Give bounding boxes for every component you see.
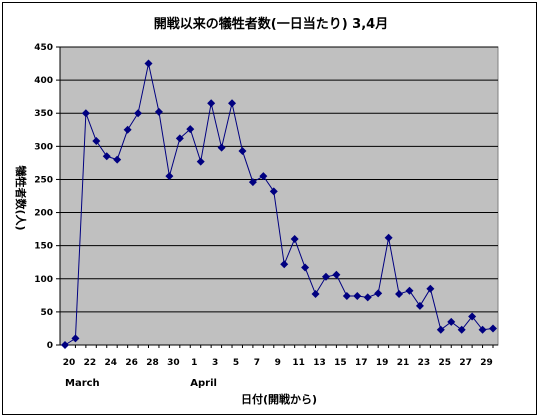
x-tick-label: 20	[63, 358, 76, 368]
data-point	[374, 289, 383, 298]
x-tick-label: 24	[104, 358, 117, 368]
data-point	[447, 317, 456, 326]
data-point	[113, 155, 122, 164]
y-tick-label: 200	[34, 209, 53, 219]
x-tick-label: 30	[167, 358, 180, 368]
x-tick-label: 7	[254, 358, 260, 368]
data-point	[196, 157, 205, 166]
data-point	[102, 152, 111, 161]
series-line	[64, 63, 494, 346]
data-point	[144, 59, 153, 68]
plot-area	[59, 46, 499, 346]
data-point	[154, 107, 163, 116]
x-tick-label: 15	[334, 358, 347, 368]
data-point	[280, 260, 289, 269]
x-tick-label: 1	[191, 358, 197, 368]
x-tick-label: 28	[146, 358, 159, 368]
data-point	[207, 99, 216, 108]
data-point	[259, 172, 268, 181]
month-label: March	[65, 378, 100, 389]
data-point	[405, 286, 414, 295]
data-point	[71, 334, 80, 343]
data-point	[248, 178, 257, 187]
x-tick-label: 29	[480, 358, 493, 368]
data-point	[489, 324, 497, 333]
grid-lines	[60, 46, 498, 313]
y-tick-label: 350	[34, 109, 53, 119]
x-tick-label: 11	[292, 358, 305, 368]
x-tick-label: 19	[376, 358, 389, 368]
data-point	[415, 301, 424, 310]
data-point	[228, 99, 237, 108]
data-point	[61, 341, 69, 349]
month-label: April	[190, 378, 217, 389]
data-point	[165, 172, 174, 181]
x-tick-label: 21	[397, 358, 410, 368]
y-axis-title: 犠牲者数(人)	[14, 165, 28, 230]
data-point	[436, 325, 445, 334]
data-point	[290, 235, 299, 244]
data-point	[384, 233, 393, 242]
data-point	[92, 137, 101, 146]
data-point	[175, 134, 184, 143]
data-point	[321, 272, 330, 281]
line-chart: 開戦以来の犠牲者数(一日当たり) 3,4月 050100150200250300…	[14, 16, 499, 406]
y-tick-label: 100	[34, 275, 53, 285]
data-point	[478, 325, 487, 334]
data-point	[426, 284, 435, 293]
x-tick-label: 25	[439, 358, 452, 368]
data-point	[457, 325, 466, 334]
x-tick-label: 26	[125, 358, 138, 368]
data-point	[363, 293, 372, 302]
data-point	[238, 146, 247, 155]
y-tick-label: 0	[47, 341, 53, 351]
data-point	[353, 291, 362, 300]
x-tick-label: 17	[355, 358, 368, 368]
data-point	[134, 109, 143, 118]
x-tick-label: 3	[212, 358, 218, 368]
y-tick-label: 400	[34, 76, 53, 86]
y-tick-label: 250	[34, 175, 53, 185]
x-tick-label: 22	[84, 358, 97, 368]
data-point	[186, 125, 195, 134]
data-point	[81, 109, 90, 118]
data-point	[395, 290, 404, 299]
x-axis-title: 日付(開戦から)	[241, 392, 317, 406]
data-point	[301, 263, 310, 272]
x-tick-label: 27	[459, 358, 472, 368]
x-tick-label: 5	[233, 358, 239, 368]
chart-frame: 開戦以来の犠牲者数(一日当たり) 3,4月 0 50 100 150 200 250 300…	[2, 2, 537, 415]
data-point	[123, 125, 132, 134]
data-point	[468, 312, 477, 321]
data-markers	[61, 59, 497, 349]
data-point	[311, 290, 320, 299]
x-tick-label: 13	[313, 358, 326, 368]
data-point	[217, 143, 226, 152]
y-tick-label: 50	[40, 308, 53, 318]
y-axis: 0 50 100 150 200 250 300 350 400 450	[34, 43, 61, 351]
x-axis: 20 22 24 26 28 30 1 3 5 7 9 11 13 15 17 19 21 23 25 27 29Mar…	[60, 344, 498, 389]
chart-title: 開戦以来の犠牲者数(一日当たり) 3,4月	[154, 16, 388, 32]
data-point	[269, 187, 278, 196]
x-tick-label: 23	[418, 358, 431, 368]
data-point	[342, 291, 351, 300]
data-point	[332, 270, 341, 279]
x-tick-label: 9	[275, 358, 281, 368]
y-tick-label: 300	[34, 142, 53, 152]
y-tick-label: 150	[34, 242, 53, 252]
y-tick-label: 450	[34, 43, 53, 53]
